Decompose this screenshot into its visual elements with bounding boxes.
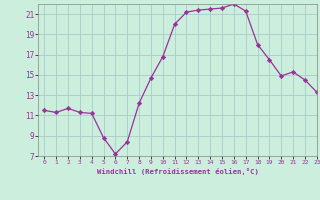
X-axis label: Windchill (Refroidissement éolien,°C): Windchill (Refroidissement éolien,°C) — [97, 168, 259, 175]
